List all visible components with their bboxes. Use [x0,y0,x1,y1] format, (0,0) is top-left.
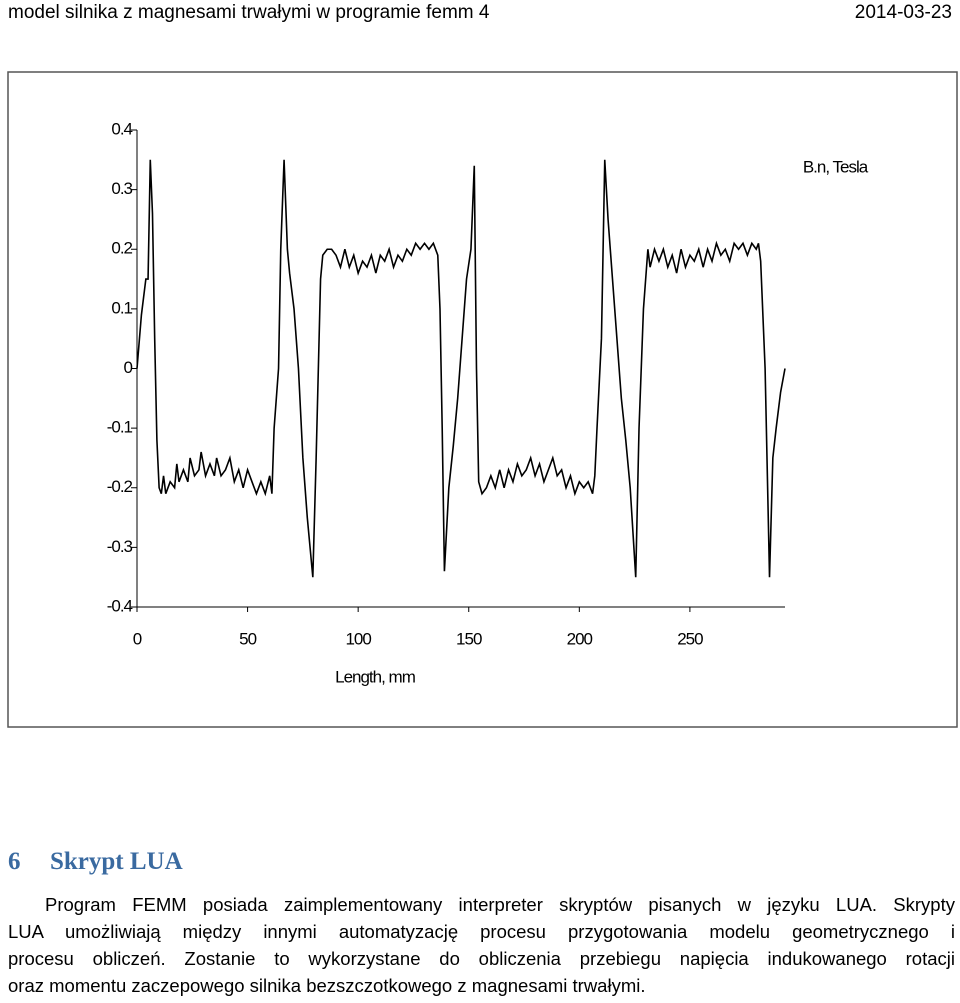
header-title: model silnika z magnesami trwałymi w pro… [8,2,490,23]
x-tick-label: 150 [456,629,482,648]
paragraph-line: Program FEMM posiada zaimplementowany in… [45,894,955,915]
x-tick-label: 0 [133,629,142,648]
chart-frame [7,71,958,728]
x-tick-label: 250 [677,629,703,648]
chart: B.n, Tesla Length, mm 0.4 0.3 0.2 0.1 0 -0.1 -… [7,71,958,728]
y-tick-label: 0.1 [111,298,132,317]
y-tick-label: -0.1 [107,418,133,437]
x-axis-label: Length, mm [335,667,416,686]
section-number: 6 [8,848,21,875]
paragraph-line: LUA umożliwiają między innymi automatyza… [8,921,955,942]
y-tick-label: 0.3 [111,179,132,198]
data-line [136,159,786,578]
y-tick-label: -0.3 [107,537,133,556]
x-tick-label: 50 [239,629,256,648]
paragraph-line: procesu obliczeń. Zostanie to wykorzysta… [8,948,955,969]
paragraph-line: oraz momentu zaczepowego silnika bezszcz… [8,975,646,996]
y-axis-label: B.n, Tesla [803,157,869,176]
section-title: Skrypt LUA [50,848,183,875]
y-tick-label: -0.2 [107,477,133,496]
y-tick-label: 0.4 [111,119,132,138]
header-date: 2014-03-23 [854,2,952,23]
x-tick-label: 100 [345,629,371,648]
y-tick-label: 0 [124,358,133,377]
x-tick-label: 200 [567,629,593,648]
y-tick-label: 0.2 [111,239,132,258]
y-tick-label: -0.4 [107,596,133,615]
